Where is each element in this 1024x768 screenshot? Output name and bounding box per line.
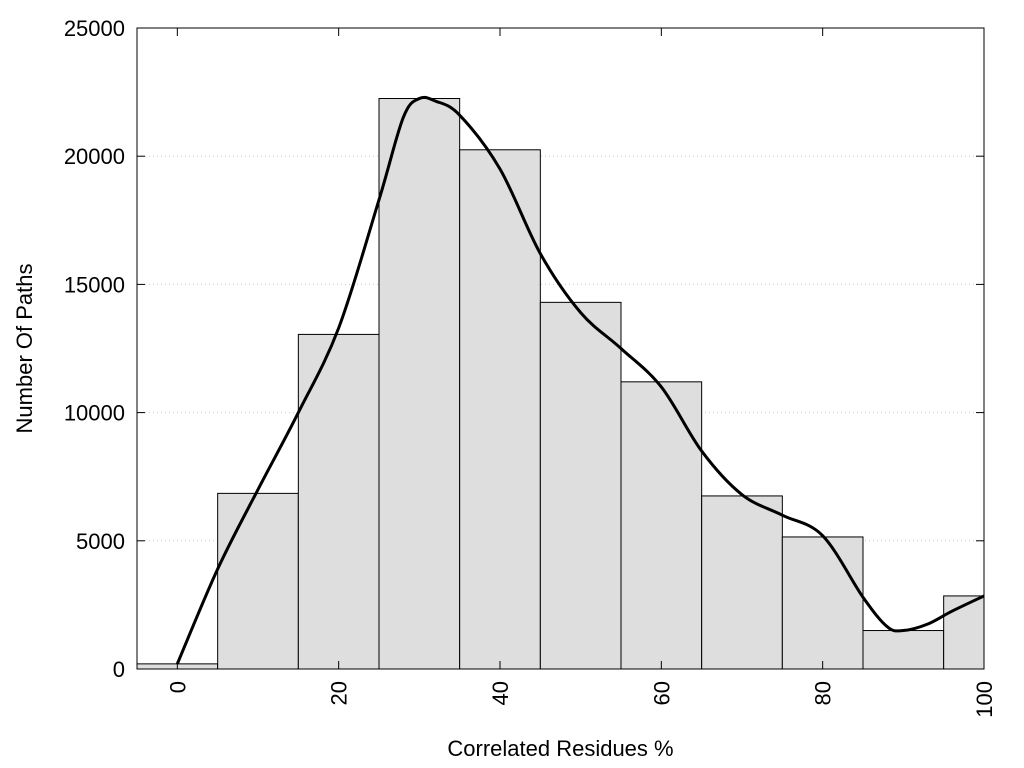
x-tick-label: 0	[165, 681, 190, 693]
y-tick-label: 0	[113, 657, 125, 682]
y-tick-label: 20000	[64, 144, 125, 169]
histogram-bar	[297, 333, 380, 670]
plot-frame	[136, 27, 985, 670]
histogram-bar	[781, 536, 864, 670]
histogram-bars	[136, 98, 985, 670]
y-tick-label: 25000	[64, 16, 125, 41]
x-tick-label: 20	[327, 681, 352, 705]
x-tick-label: 40	[488, 681, 513, 705]
density-curve	[175, 95, 985, 665]
x-tick-label: 60	[649, 681, 674, 705]
histogram-bar	[701, 495, 783, 670]
y-axis-title: Number Of Paths	[12, 264, 37, 434]
histogram-bar	[620, 381, 703, 670]
x-axis-ticks: 0 20 40 60 80 100	[165, 28, 997, 718]
x-tick-label: 100	[972, 681, 997, 718]
density-curve-layer	[175, 95, 985, 665]
y-tick-label: 10000	[64, 401, 125, 426]
histogram-bar	[539, 301, 622, 670]
y-tick-label: 5000	[76, 529, 125, 554]
y-tick-label: 15000	[64, 272, 125, 297]
y-axis-ticks: 0 5000 10000 15000 20000 25000	[64, 16, 984, 682]
histogram-bar	[862, 630, 945, 670]
histogram-bar	[217, 492, 299, 670]
x-axis-title: Correlated Residues %	[447, 736, 673, 761]
histogram-bar	[378, 98, 461, 670]
x-tick-label: 80	[811, 681, 836, 705]
